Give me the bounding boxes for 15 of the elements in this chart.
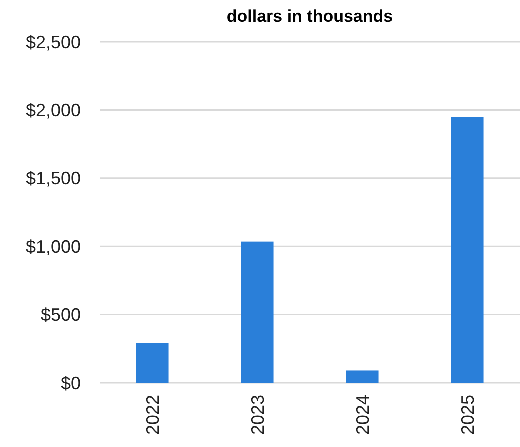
- bar: [241, 242, 274, 383]
- bar: [136, 343, 169, 383]
- bar: [451, 117, 484, 383]
- chart-title: dollars in thousands: [226, 7, 394, 26]
- x-tick-label: 2024: [352, 395, 373, 436]
- y-tick-label: $1,000: [26, 236, 81, 257]
- y-tick-label: $2,500: [26, 32, 81, 52]
- y-tick-label: $1,500: [26, 168, 81, 189]
- y-tick-label: $0: [60, 373, 81, 394]
- y-tick-label: $2,000: [26, 100, 81, 120]
- x-tick-label: 2022: [142, 395, 163, 436]
- x-tick-label: 2025: [458, 395, 478, 436]
- x-tick-label: 2023: [248, 395, 268, 436]
- bar: [346, 370, 379, 383]
- y-tick-label: $500: [40, 305, 81, 326]
